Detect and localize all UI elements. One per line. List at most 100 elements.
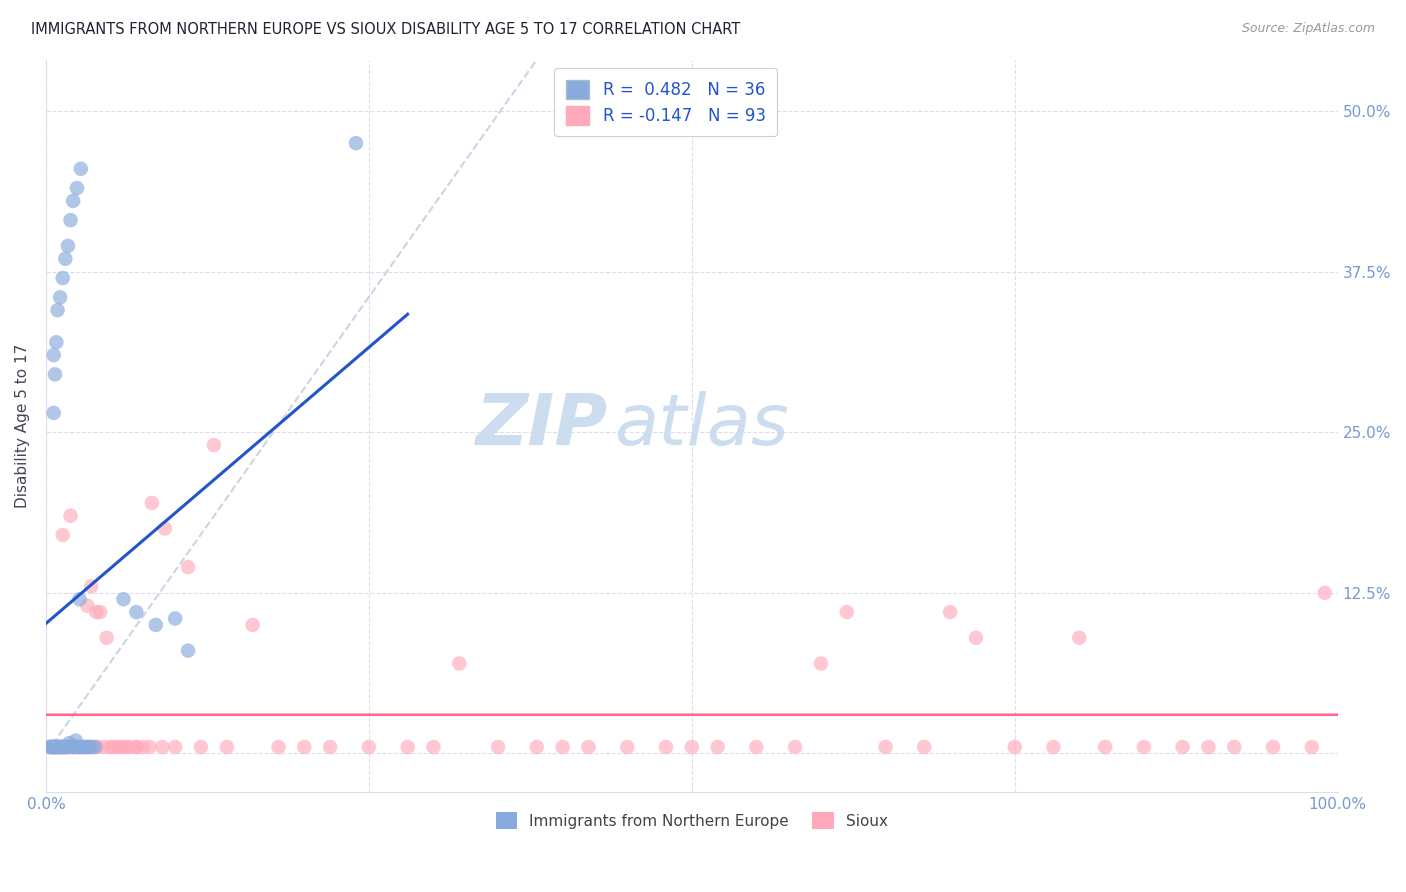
- Point: [55, 739, 77, 754]
- Text: atlas: atlas: [614, 392, 789, 460]
- Point: [292, 739, 315, 754]
- Point: [39, 739, 62, 754]
- Point: [55, 739, 77, 754]
- Point: [1004, 739, 1026, 754]
- Point: [42, 406, 65, 420]
- Point: [56, 739, 79, 754]
- Point: [48, 739, 70, 754]
- Point: [1198, 739, 1220, 754]
- Point: [66, 181, 89, 195]
- Point: [108, 739, 131, 754]
- Point: [67, 739, 90, 754]
- Point: [62, 194, 84, 208]
- Point: [396, 739, 419, 754]
- Point: [242, 618, 264, 632]
- Point: [53, 739, 76, 754]
- Point: [73, 739, 96, 754]
- Point: [80, 739, 103, 754]
- Point: [150, 739, 173, 754]
- Point: [1301, 739, 1323, 754]
- Point: [41, 739, 63, 754]
- Point: [52, 739, 75, 754]
- Point: [51, 739, 73, 754]
- Point: [53, 739, 76, 754]
- Point: [125, 739, 148, 754]
- Point: [138, 739, 160, 754]
- Point: [93, 739, 115, 754]
- Point: [58, 739, 80, 754]
- Y-axis label: Disability Age 5 to 17: Disability Age 5 to 17: [15, 343, 30, 508]
- Point: [112, 592, 135, 607]
- Text: Source: ZipAtlas.com: Source: ZipAtlas.com: [1241, 22, 1375, 36]
- Point: [44, 739, 66, 754]
- Point: [52, 271, 75, 285]
- Point: [1223, 739, 1246, 754]
- Point: [41, 739, 63, 754]
- Point: [939, 605, 962, 619]
- Point: [69, 592, 91, 607]
- Point: [105, 739, 128, 754]
- Point: [48, 739, 70, 754]
- Point: [745, 739, 768, 754]
- Point: [52, 528, 75, 542]
- Point: [153, 522, 176, 536]
- Point: [125, 605, 148, 619]
- Point: [132, 739, 155, 754]
- Point: [63, 739, 86, 754]
- Point: [39, 739, 62, 754]
- Point: [44, 368, 66, 382]
- Point: [77, 739, 100, 754]
- Point: [578, 739, 600, 754]
- Point: [53, 739, 76, 754]
- Point: [65, 733, 87, 747]
- Point: [96, 631, 118, 645]
- Point: [46, 303, 69, 318]
- Point: [422, 739, 444, 754]
- Point: [810, 657, 832, 671]
- Point: [76, 739, 98, 754]
- Point: [115, 739, 138, 754]
- Point: [51, 739, 73, 754]
- Point: [118, 739, 141, 754]
- Point: [42, 739, 65, 754]
- Point: [835, 605, 858, 619]
- Point: [59, 213, 82, 227]
- Point: [449, 657, 471, 671]
- Point: [1313, 586, 1336, 600]
- Point: [215, 739, 238, 754]
- Point: [526, 739, 548, 754]
- Point: [616, 739, 638, 754]
- Point: [165, 611, 187, 625]
- Point: [1133, 739, 1156, 754]
- Point: [202, 438, 225, 452]
- Point: [39, 739, 62, 754]
- Point: [319, 739, 342, 754]
- Point: [49, 739, 72, 754]
- Point: [70, 739, 93, 754]
- Point: [67, 739, 90, 754]
- Point: [70, 739, 93, 754]
- Point: [1171, 739, 1194, 754]
- Point: [125, 739, 148, 754]
- Point: [44, 739, 66, 754]
- Point: [486, 739, 509, 754]
- Point: [55, 739, 77, 754]
- Point: [49, 290, 72, 304]
- Point: [56, 239, 79, 253]
- Point: [76, 599, 98, 613]
- Point: [70, 161, 93, 176]
- Point: [42, 739, 65, 754]
- Point: [1042, 739, 1064, 754]
- Point: [141, 496, 163, 510]
- Point: [63, 739, 86, 754]
- Point: [46, 739, 69, 754]
- Point: [80, 739, 103, 754]
- Text: IMMIGRANTS FROM NORTHERN EUROPE VS SIOUX DISABILITY AGE 5 TO 17 CORRELATION CHAR: IMMIGRANTS FROM NORTHERN EUROPE VS SIOUX…: [31, 22, 740, 37]
- Point: [70, 739, 93, 754]
- Point: [45, 739, 67, 754]
- Point: [101, 739, 124, 754]
- Point: [45, 335, 67, 350]
- Point: [1261, 739, 1284, 754]
- Point: [655, 739, 678, 754]
- Point: [86, 605, 108, 619]
